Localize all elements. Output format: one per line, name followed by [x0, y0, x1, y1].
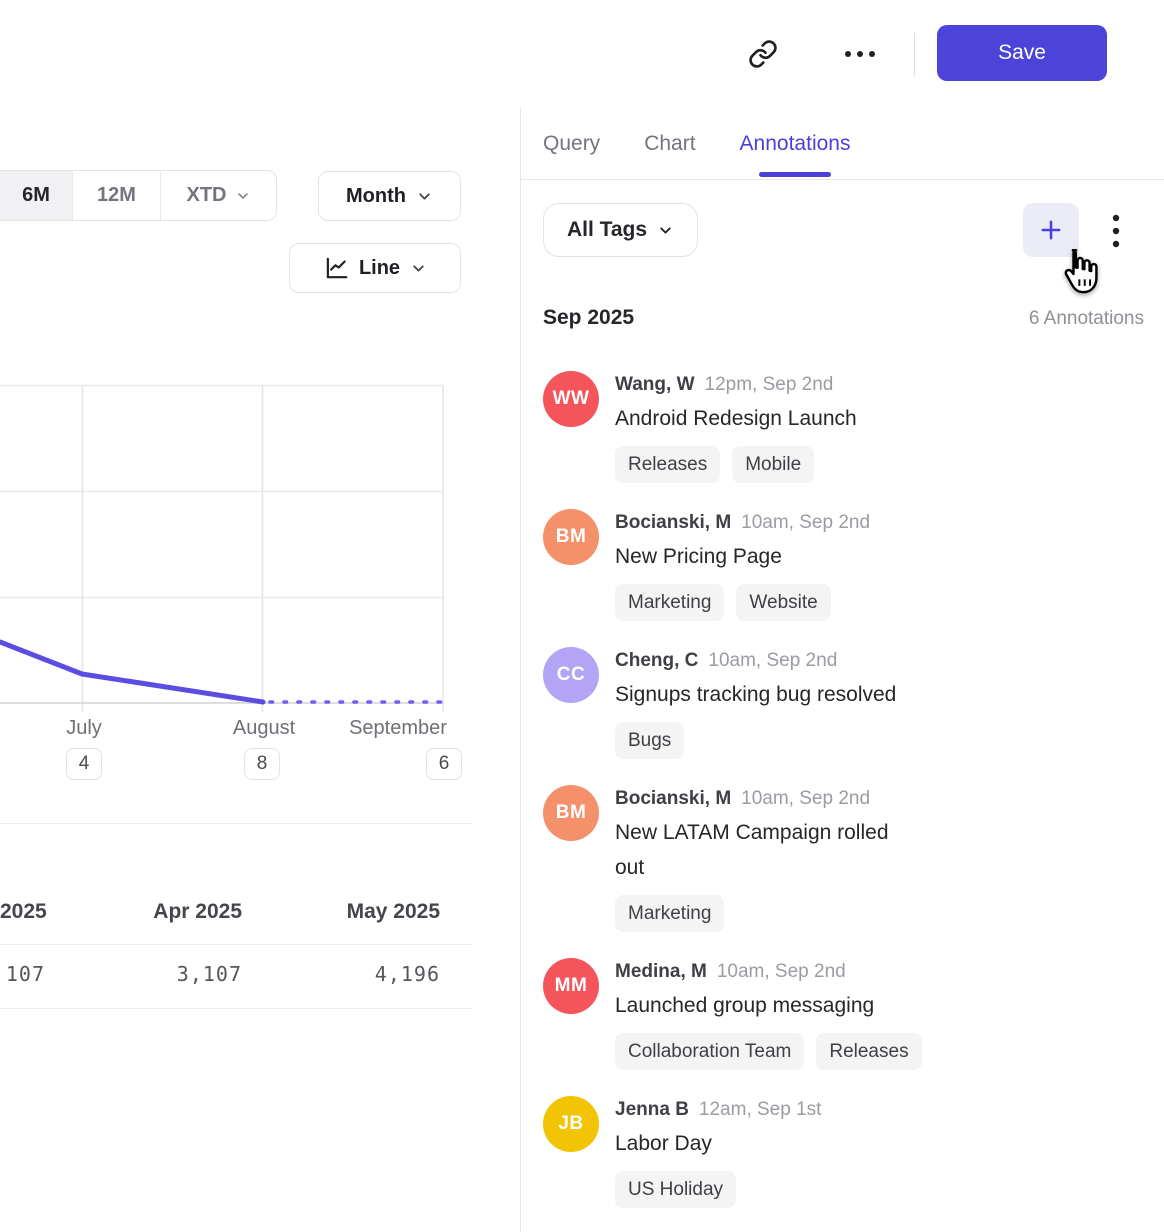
kebab-menu-icon: [1112, 214, 1120, 248]
granularity-dropdown[interactable]: Month: [318, 171, 461, 221]
add-annotation-button[interactable]: [1023, 203, 1079, 257]
tab-chart[interactable]: Chart: [644, 131, 696, 155]
annotation-title: Android Redesign Launch: [615, 407, 857, 430]
tab-annotations[interactable]: Annotations: [740, 108, 850, 179]
list-item[interactable]: CC Cheng, C 10am, Sep 2nd Signups tracki…: [543, 647, 1144, 759]
chevron-down-icon: [237, 192, 248, 199]
annotation-author: Bocianski, M: [615, 788, 732, 809]
plus-icon: [1041, 220, 1061, 240]
annotation-tag[interactable]: Releases: [615, 446, 721, 483]
annotations-menu-button[interactable]: [1097, 208, 1135, 254]
active-tab-underline: [759, 172, 831, 177]
list-item[interactable]: BM Bocianski, M 10am, Sep 2nd New Pricin…: [543, 509, 1144, 621]
line-chart-plot: [0, 384, 445, 712]
annotation-title: New LATAM Campaign rolled out: [615, 821, 889, 879]
annotation-author: Wang, W: [615, 374, 695, 395]
date-range-control: 6M 12M XTD: [0, 170, 277, 221]
hand-cursor: [1064, 249, 1098, 294]
annotation-title: Labor Day: [615, 1132, 712, 1155]
list-item[interactable]: JB Jenna B 12am, Sep 1st Labor Day US Ho…: [543, 1096, 1144, 1208]
annotation-count-badge-july[interactable]: 4: [66, 748, 102, 780]
copy-link-button[interactable]: [746, 37, 780, 71]
annotation-timestamp: 10am, Sep 2nd: [708, 650, 838, 671]
column-header: May 2025: [346, 900, 440, 923]
topbar-divider: [914, 33, 915, 76]
avatar: MM: [543, 958, 599, 1014]
tab-query[interactable]: Query: [543, 131, 601, 155]
annotation-author: Bocianski, M: [615, 512, 732, 533]
annotation-timestamp: 12pm, Sep 2nd: [704, 374, 834, 395]
annotation-author: Cheng, C: [615, 650, 699, 671]
annotation-timestamp: 10am, Sep 2nd: [741, 788, 871, 809]
link-icon: [749, 40, 777, 68]
avatar: JB: [543, 1096, 599, 1152]
table-value: 3,107: [176, 962, 242, 986]
range-option-6m[interactable]: 6M: [0, 171, 72, 220]
chevron-down-icon: [413, 264, 424, 272]
tag-filter-dropdown[interactable]: All Tags: [543, 203, 698, 257]
annotation-tag[interactable]: Website: [736, 584, 831, 621]
annotation-tag[interactable]: Releases: [816, 1033, 922, 1070]
chevron-down-icon: [419, 192, 430, 200]
table-value: 4,196: [374, 962, 440, 986]
list-item[interactable]: WW Wang, W 12pm, Sep 2nd Android Redesig…: [543, 371, 1144, 483]
avatar: BM: [543, 509, 599, 565]
range-option-12m[interactable]: 12M: [72, 171, 160, 220]
avatar: CC: [543, 647, 599, 703]
annotations-panel: Query Chart Annotations All Tags Sep 202…: [520, 108, 1164, 1232]
annotations-section-header: Sep 2025 6 Annotations: [543, 306, 1144, 330]
summary-table: 2025 Apr 2025 May 2025 107 3,107 4,196: [0, 823, 473, 1009]
column-header: 2025: [0, 900, 47, 923]
annotation-tag[interactable]: Collaboration Team: [615, 1033, 805, 1070]
avatar: WW: [543, 371, 599, 427]
line-chart-icon: [326, 257, 348, 279]
annotation-tag[interactable]: US Holiday: [615, 1171, 737, 1208]
list-item[interactable]: MM Medina, M 10am, Sep 2nd Launched grou…: [543, 958, 1144, 1070]
ellipsis-icon: [845, 51, 875, 57]
annotation-author: Jenna B: [615, 1099, 689, 1120]
more-options-button[interactable]: [838, 40, 882, 68]
annotation-tag[interactable]: Bugs: [615, 722, 685, 759]
chevron-down-icon: [660, 226, 671, 234]
x-axis-label-september: September: [349, 717, 447, 739]
list-item[interactable]: BM Bocianski, M 10am, Sep 2nd New LATAM …: [543, 785, 1144, 932]
section-month-label: Sep 2025: [543, 306, 635, 329]
annotation-tag[interactable]: Mobile: [732, 446, 815, 483]
x-axis-label-august: August: [232, 717, 296, 739]
annotation-tag[interactable]: Marketing: [615, 895, 725, 932]
column-header: Apr 2025: [153, 900, 242, 923]
annotation-timestamp: 10am, Sep 2nd: [741, 512, 871, 533]
section-count-label: 6 Annotations: [1028, 308, 1144, 329]
annotation-title: New Pricing Page: [615, 545, 782, 568]
annotation-title: Launched group messaging: [615, 994, 875, 1017]
annotation-timestamp: 12am, Sep 1st: [698, 1099, 822, 1120]
summary-table-value-row: 107 3,107 4,196: [0, 945, 473, 1009]
annotation-count-badge-august[interactable]: 8: [244, 748, 280, 780]
annotation-tag[interactable]: Marketing: [615, 584, 725, 621]
avatar: BM: [543, 785, 599, 841]
table-value: 107: [5, 962, 45, 986]
annotation-author: Medina, M: [615, 961, 707, 982]
annotation-timestamp: 10am, Sep 2nd: [716, 961, 846, 982]
save-button[interactable]: Save: [937, 25, 1107, 81]
range-option-xtd[interactable]: XTD: [160, 171, 276, 220]
x-axis-label-july: July: [66, 717, 102, 739]
chart-line-solid: [0, 639, 266, 705]
panel-tabbar: Query Chart Annotations: [521, 108, 1164, 180]
annotation-title: Signups tracking bug resolved: [615, 683, 897, 706]
chart-type-dropdown[interactable]: Line: [289, 243, 461, 293]
summary-table-header-row: 2025 Apr 2025 May 2025: [0, 824, 473, 945]
annotations-list: WW Wang, W 12pm, Sep 2nd Android Redesig…: [543, 371, 1144, 1208]
annotation-count-badge-september[interactable]: 6: [426, 748, 462, 780]
